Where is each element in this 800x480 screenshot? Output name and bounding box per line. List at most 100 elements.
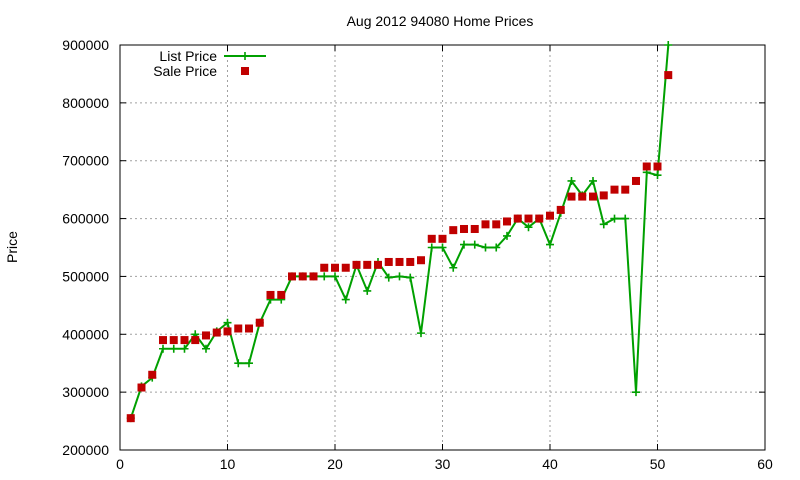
y-tick-label: 200000 — [62, 442, 109, 458]
sale-price-point — [298, 272, 307, 281]
legend-marker-sale-price — [241, 67, 249, 75]
list-price-point — [180, 344, 189, 353]
sale-price-point — [126, 414, 135, 423]
sale-price-point — [460, 224, 468, 233]
list-price-point — [470, 240, 479, 249]
legend-marker-list-price — [241, 52, 249, 60]
sale-price-point — [395, 257, 404, 266]
sale-price-point — [621, 185, 630, 194]
sale-price-point — [148, 370, 157, 379]
sale-price-point — [632, 176, 640, 185]
sale-price-point — [180, 336, 189, 345]
sale-price-point — [589, 192, 597, 201]
legend-label-list-price: List Price — [159, 48, 217, 64]
sale-price-point — [610, 185, 619, 194]
sale-price-point — [320, 263, 329, 272]
sale-price-point — [309, 272, 318, 281]
sale-price-point — [137, 383, 146, 392]
sale-price-point — [288, 272, 296, 281]
list-price-point — [223, 318, 232, 327]
list-price-point — [384, 273, 393, 282]
list-price-point — [567, 176, 576, 185]
sale-price-point — [202, 331, 210, 340]
list-price-point — [363, 286, 372, 295]
list-price-point — [395, 272, 404, 281]
list-price-point — [427, 243, 436, 252]
list-price-point — [632, 388, 640, 397]
sale-price-point — [191, 336, 200, 345]
x-tick-label: 20 — [327, 456, 343, 472]
y-tick-label: 400000 — [62, 326, 109, 342]
sale-price-point — [223, 327, 232, 336]
chart-title: Aug 2012 94080 Home Prices — [347, 13, 534, 29]
y-tick-label: 500000 — [62, 268, 109, 284]
y-ticks: 200000 300000 400000 500000 600000 700000 8000… — [62, 37, 765, 458]
list-price-point — [589, 176, 597, 185]
sale-price-point — [169, 336, 178, 345]
sale-price-point — [481, 220, 490, 229]
sale-price-point — [470, 224, 479, 233]
sale-price-point — [234, 324, 243, 333]
list-price-point — [449, 263, 458, 272]
x-tick-label: 50 — [650, 456, 666, 472]
list-price-point — [438, 243, 447, 252]
sale-price-point — [578, 192, 587, 201]
sale-price-point — [449, 226, 458, 235]
sale-price-point — [374, 260, 382, 269]
list-price-point — [331, 272, 339, 281]
x-tick-label: 60 — [757, 456, 773, 472]
sale-price-point — [664, 71, 673, 80]
series-list-price — [126, 41, 673, 423]
list-price-point — [653, 171, 662, 180]
sale-price-point — [266, 290, 275, 299]
list-price-point — [159, 344, 167, 353]
list-price-point — [610, 214, 619, 223]
sale-price-point — [438, 234, 447, 243]
x-tick-label: 30 — [435, 456, 451, 472]
y-tick-label: 600000 — [62, 211, 109, 227]
sale-price-point — [159, 336, 167, 345]
series-sale-price — [126, 71, 673, 423]
x-tick-label: 0 — [116, 456, 124, 472]
list-price-point — [599, 220, 608, 229]
list-price-line — [129, 44, 670, 419]
sale-price-point — [277, 290, 286, 299]
y-tick-label: 300000 — [62, 384, 109, 400]
sale-price-point — [384, 257, 393, 266]
list-price-point — [481, 243, 490, 252]
sale-price-point — [535, 214, 544, 223]
sale-price-point — [352, 260, 361, 269]
x-tick-label: 40 — [542, 456, 558, 472]
list-price-point — [546, 240, 554, 249]
sale-price-point — [255, 318, 264, 327]
list-price-point — [169, 344, 178, 353]
list-price-point — [341, 295, 350, 304]
list-price-point — [202, 344, 210, 353]
y-axis-label: Price — [4, 231, 20, 263]
sale-price-point — [567, 192, 576, 201]
list-price-point — [524, 223, 533, 232]
x-tick-label: 10 — [220, 456, 236, 472]
list-price-point — [320, 272, 329, 281]
sale-price-point — [503, 217, 511, 226]
list-price-point — [460, 240, 468, 249]
y-tick-label: 700000 — [62, 153, 109, 169]
sale-price-point — [331, 263, 339, 272]
sale-price-point — [513, 214, 522, 223]
sale-price-point — [642, 162, 651, 171]
sale-price-point — [245, 324, 253, 333]
sale-price-point — [599, 191, 608, 200]
sale-price-point — [427, 234, 436, 243]
sale-price-point — [212, 328, 221, 337]
sale-price-point — [492, 220, 501, 229]
sale-price-point — [341, 263, 350, 272]
list-price-point — [664, 41, 673, 49]
list-price-point — [417, 329, 425, 338]
sale-price-point — [363, 260, 372, 269]
sale-price-point — [417, 256, 425, 265]
list-price-point — [503, 231, 511, 240]
y-tick-label: 900000 — [62, 37, 109, 53]
list-price-point — [492, 243, 501, 252]
